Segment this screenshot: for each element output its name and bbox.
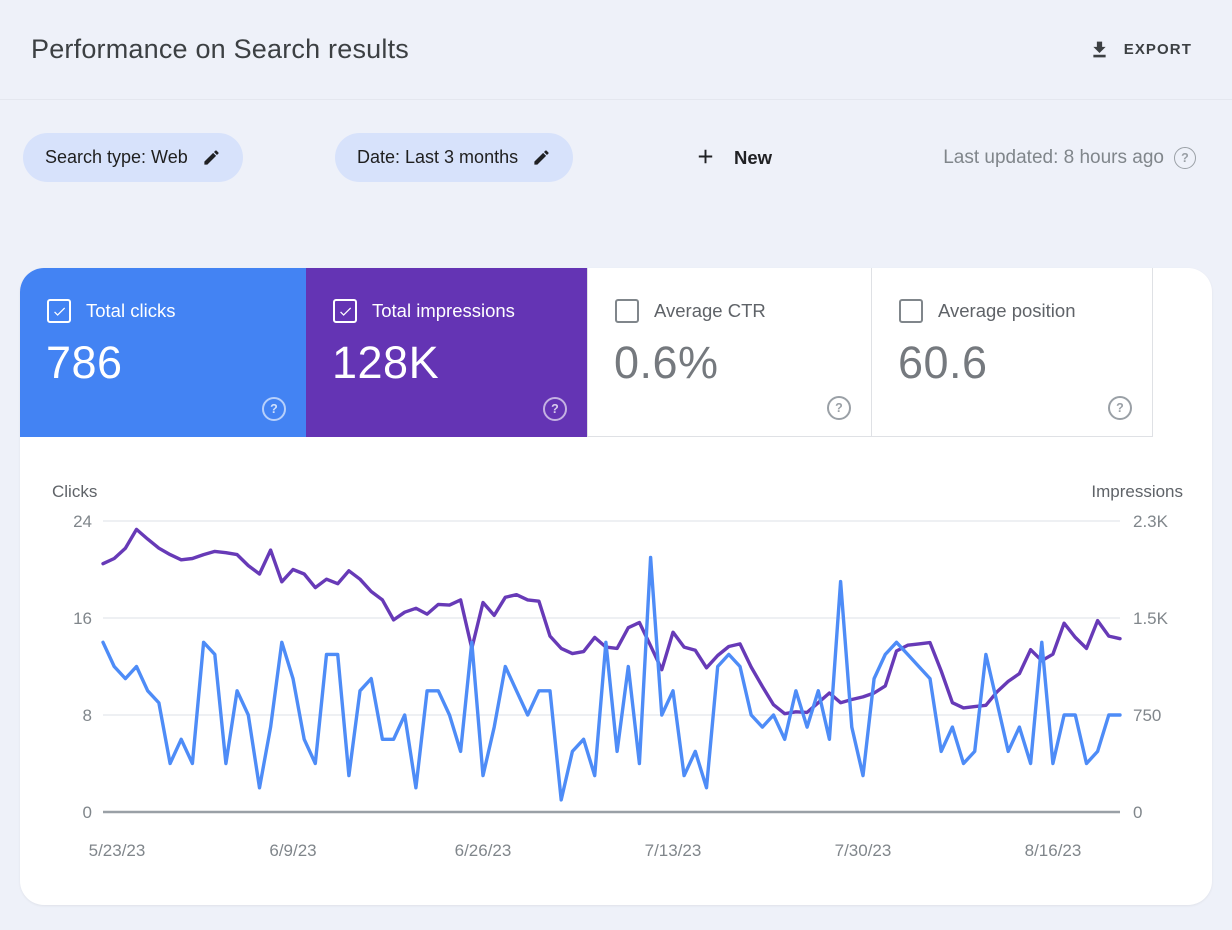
tile-label: Average CTR — [654, 300, 766, 321]
help-icon[interactable]: ? — [262, 397, 286, 421]
average-ctr-value: 0.6% — [614, 337, 719, 388]
average-ctr-tile[interactable]: Average CTR 0.6% ? — [587, 268, 871, 437]
search-type-chip-label: Search type: Web — [45, 147, 188, 167]
svg-text:16: 16 — [73, 609, 92, 628]
search-type-filter-chip[interactable]: Search type: Web — [23, 133, 243, 182]
last-updated-status: Last updated: 8 hours ago ? — [943, 133, 1196, 182]
total-impressions-checkbox[interactable] — [333, 299, 357, 323]
new-filter-button[interactable]: New — [684, 133, 782, 182]
new-button-label: New — [734, 146, 773, 168]
last-updated-text: Last updated: 8 hours ago — [943, 146, 1164, 168]
right-axis-ticks: 2.3K 1.5K 750 0 — [1133, 512, 1169, 822]
svg-text:6/9/23: 6/9/23 — [269, 841, 316, 860]
page-title: Performance on Search results — [31, 34, 409, 64]
svg-text:8: 8 — [83, 706, 92, 725]
download-icon — [1089, 39, 1110, 60]
page-header: Performance on Search results EXPORT — [0, 0, 1232, 100]
metric-tiles: Total clicks 786 ? Total impressions 128… — [20, 268, 1212, 437]
clicks-line — [101, 555, 1122, 802]
svg-text:1.5K: 1.5K — [1133, 609, 1169, 628]
tile-label: Total impressions — [372, 300, 515, 321]
average-position-value: 60.6 — [898, 337, 988, 388]
average-position-checkbox[interactable] — [899, 299, 923, 323]
date-chip-label: Date: Last 3 months — [357, 147, 519, 167]
total-clicks-checkbox[interactable] — [47, 299, 71, 323]
svg-text:5/23/23: 5/23/23 — [89, 841, 146, 860]
plus-icon — [694, 145, 717, 171]
svg-text:24: 24 — [73, 512, 92, 531]
svg-text:0: 0 — [83, 803, 92, 822]
total-impressions-tile[interactable]: Total impressions 128K ? — [306, 268, 587, 437]
help-icon[interactable]: ? — [1108, 396, 1132, 420]
tile-label: Average position — [938, 300, 1076, 321]
total-impressions-value: 128K — [332, 337, 440, 388]
edit-pencil-icon — [202, 148, 221, 167]
date-filter-chip[interactable]: Date: Last 3 months — [335, 133, 574, 182]
export-button[interactable]: EXPORT — [1085, 33, 1196, 66]
svg-text:750: 750 — [1133, 706, 1161, 725]
right-axis-title: Impressions — [1091, 482, 1183, 501]
performance-chart[interactable]: Clicks Impressions 24 16 8 0 2.3K 1.5K 7… — [20, 437, 1212, 905]
svg-text:7/13/23: 7/13/23 — [645, 841, 702, 860]
impressions-line — [101, 527, 1122, 716]
performance-card: Total clicks 786 ? Total impressions 128… — [20, 268, 1212, 905]
help-icon[interactable]: ? — [543, 397, 567, 421]
svg-text:8/16/23: 8/16/23 — [1025, 841, 1082, 860]
svg-text:6/26/23: 6/26/23 — [455, 841, 512, 860]
tile-label: Total clicks — [86, 300, 176, 321]
export-label: EXPORT — [1123, 41, 1192, 58]
left-axis-ticks: 24 16 8 0 — [73, 512, 92, 822]
svg-text:7/30/23: 7/30/23 — [835, 841, 892, 860]
help-icon[interactable]: ? — [1174, 146, 1196, 169]
help-icon[interactable]: ? — [827, 396, 851, 420]
left-axis-title: Clicks — [52, 482, 97, 501]
average-position-tile[interactable]: Average position 60.6 ? — [871, 268, 1153, 437]
total-clicks-value: 786 — [46, 337, 123, 388]
total-clicks-tile[interactable]: Total clicks 786 ? — [20, 268, 306, 437]
average-ctr-checkbox[interactable] — [615, 299, 639, 323]
svg-text:2.3K: 2.3K — [1133, 512, 1169, 531]
svg-text:0: 0 — [1133, 803, 1142, 822]
edit-pencil-icon — [532, 148, 551, 167]
x-axis-ticks: 5/23/23 6/9/23 6/26/23 7/13/23 7/30/23 8… — [89, 841, 1082, 860]
